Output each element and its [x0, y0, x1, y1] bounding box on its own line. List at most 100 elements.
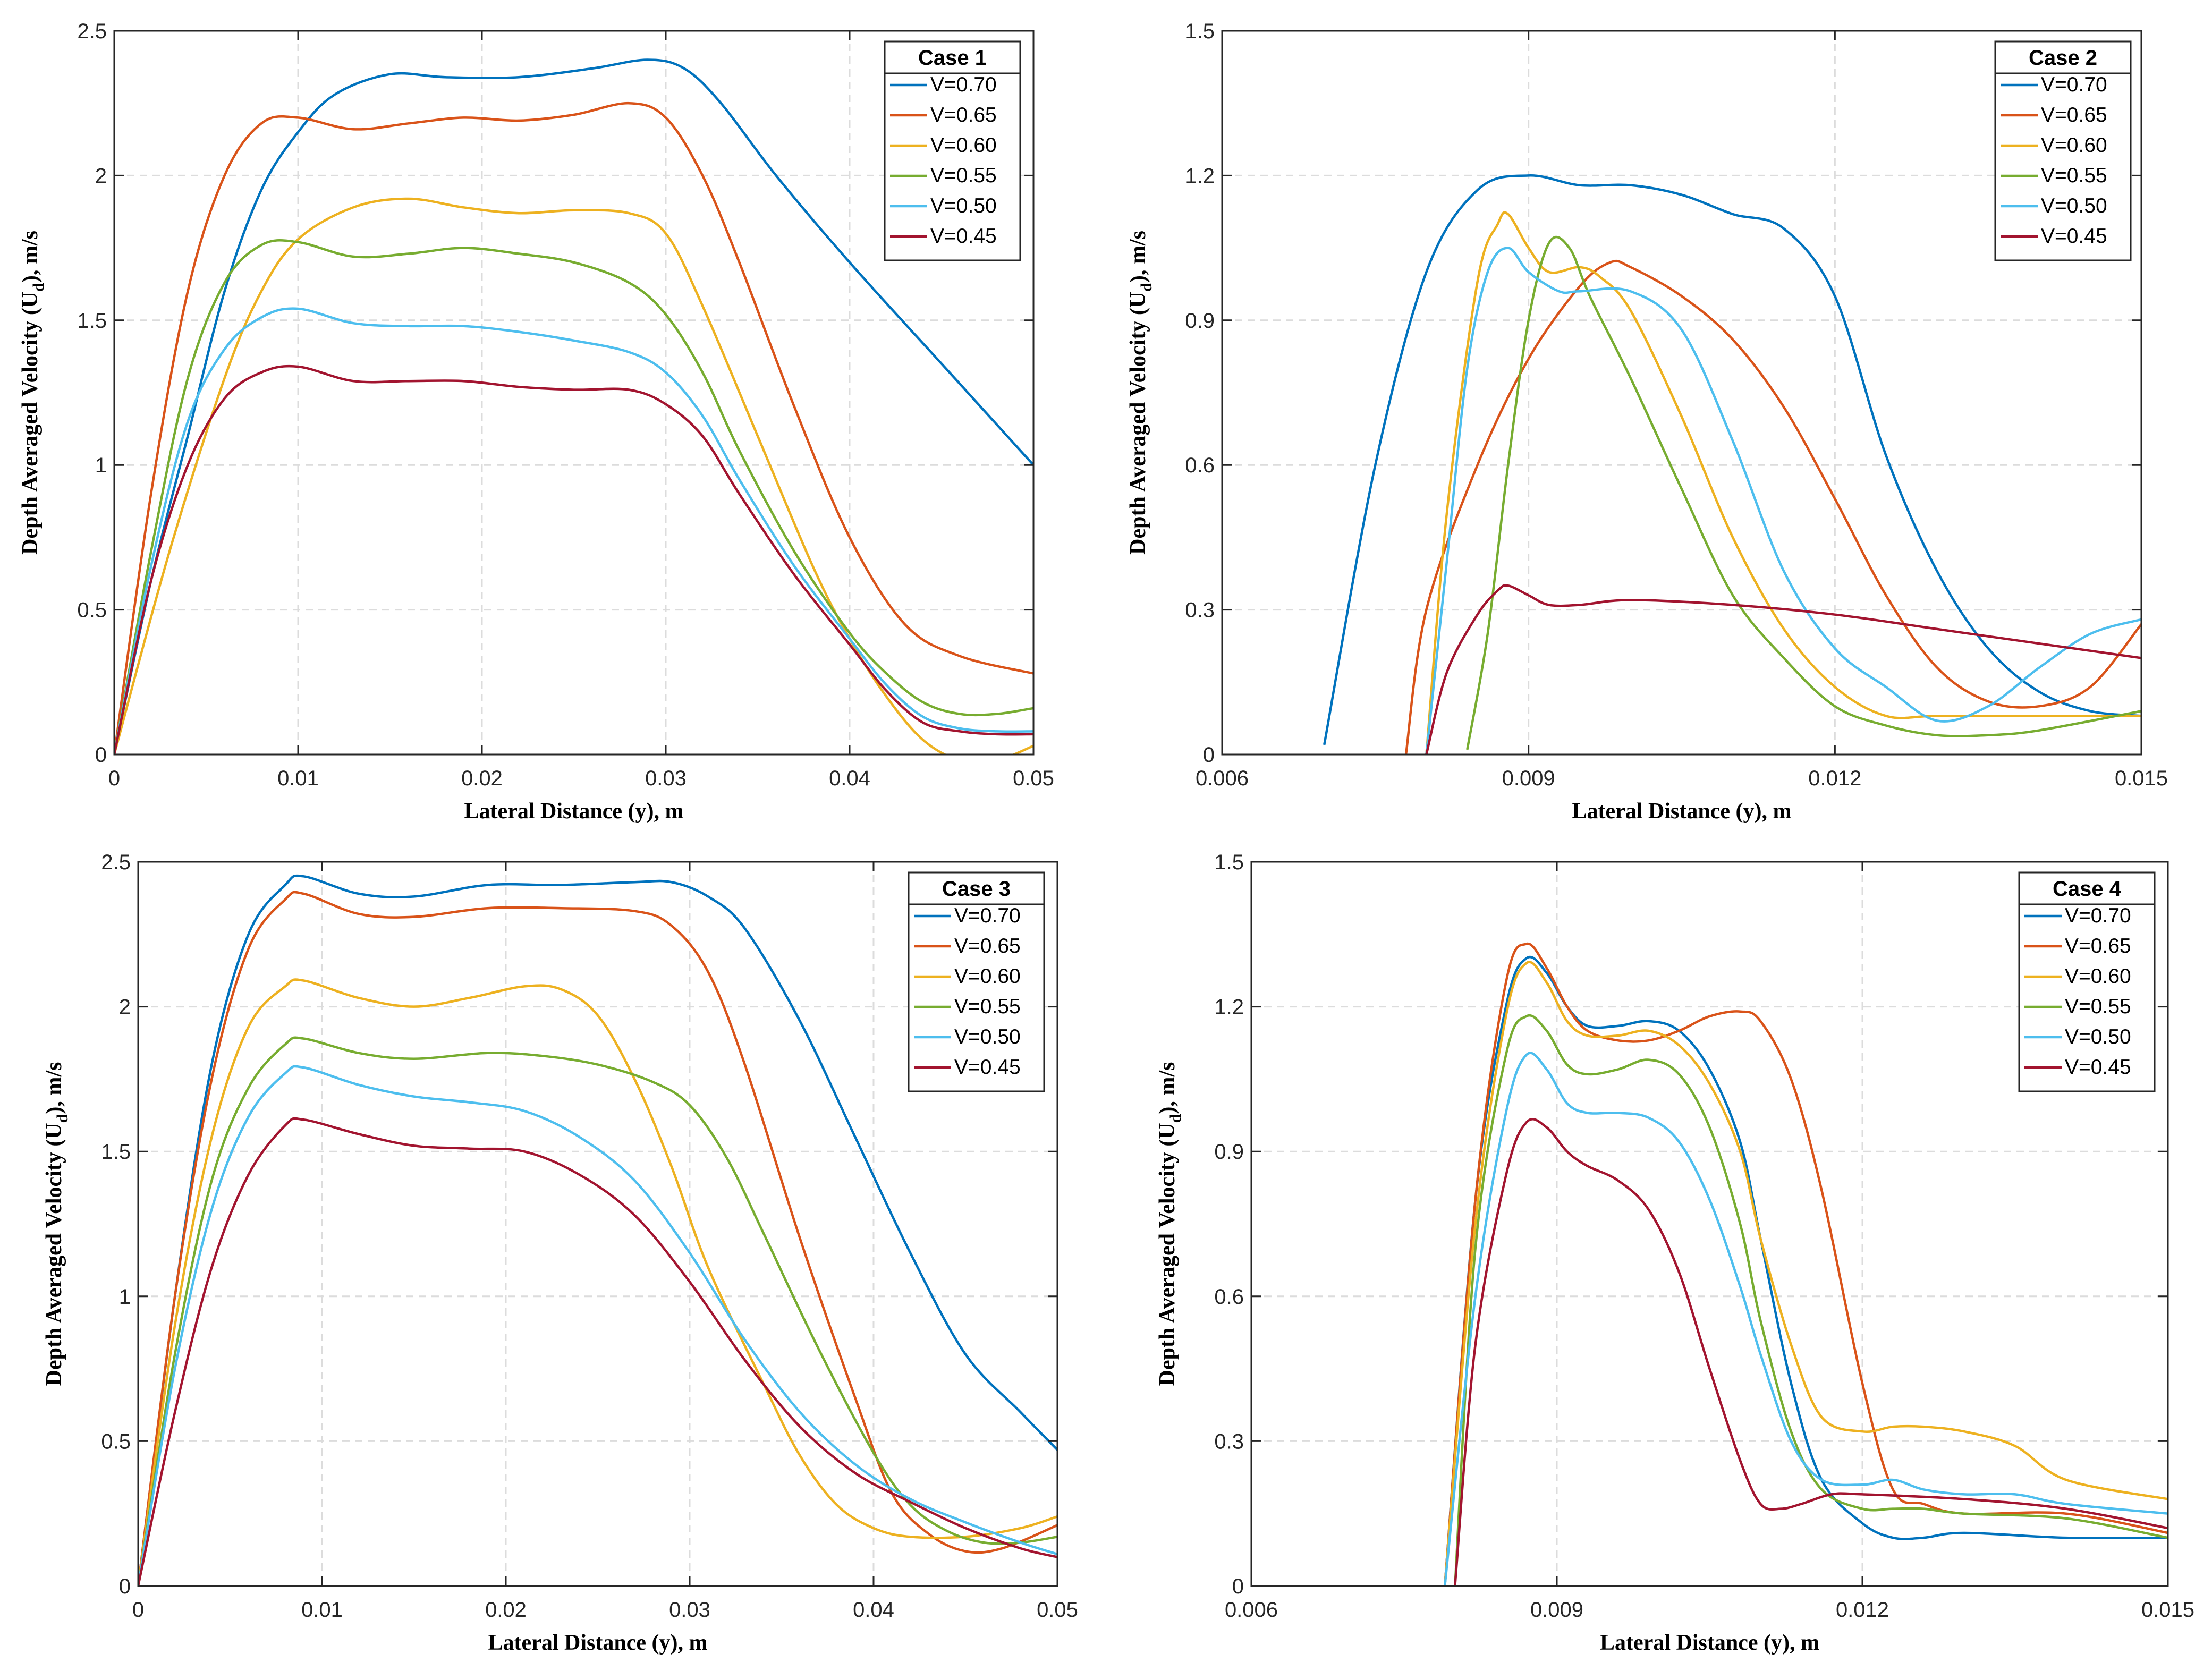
legend-entry: V=0.65: [930, 104, 997, 126]
series-line-3: [114, 197, 1033, 754]
legend-entry: V=0.70: [2041, 73, 2107, 96]
series-line-6: [1425, 584, 2141, 754]
y-axis-label-main: Depth Averaged Velocity (U: [42, 1123, 66, 1386]
y-axis-label-subscript: d: [54, 1114, 71, 1123]
plot-area: [114, 31, 1033, 754]
series-line-2: [1404, 259, 2141, 754]
series-line-5: [1425, 247, 2141, 754]
y-tick-label: 1.2: [1214, 996, 1244, 1019]
legend-entry: V=0.60: [930, 134, 997, 157]
series-group: [1323, 174, 2141, 754]
legend-entry: V=0.55: [2065, 995, 2131, 1018]
y-tick-label: 0.9: [1214, 1140, 1244, 1164]
legend: Case 2 V=0.70 V=0.65 V=0.60 V=0.55 V=0.50 V=0.…: [1994, 40, 2132, 261]
series-line-1: [1443, 955, 2168, 1586]
legend-entry: V=0.65: [954, 935, 1021, 957]
x-tick-label: 0.01: [277, 767, 319, 790]
legend-entry: V=0.60: [2065, 965, 2131, 988]
x-tick-label: 0.01: [301, 1598, 343, 1622]
legend: Case 4 V=0.70 V=0.65 V=0.60 V=0.55 V=0.50 V=0.…: [2018, 871, 2156, 1092]
legend-box: [2018, 871, 2156, 1092]
x-tick-label: 0.02: [485, 1598, 527, 1622]
x-tick-label: 0.05: [1037, 1598, 1078, 1622]
y-axis-label: Depth Averaged Velocity (Ud), m/s: [1126, 231, 1155, 555]
y-tick-label: 1.5: [77, 309, 107, 333]
y-tick-label: 0.9: [1185, 309, 1215, 333]
y-tick-label: 2: [119, 996, 131, 1019]
series-line-2: [114, 101, 1033, 754]
series-line-4: [1454, 1014, 2168, 1586]
y-axis-label: Depth Averaged Velocity (Ud), m/s: [1155, 1062, 1184, 1386]
y-axis-label-subscript: d: [30, 283, 47, 292]
legend-title: Case 4: [2053, 877, 2122, 901]
y-tick-label: 0: [95, 743, 107, 767]
legend-entry: V=0.65: [2065, 935, 2131, 957]
legend-entry: V=0.60: [2041, 134, 2107, 157]
y-tick-label: 1: [95, 454, 107, 477]
axes-box: [1250, 861, 2169, 1587]
x-tick-label: 0.015: [2115, 767, 2168, 790]
series-line-6: [138, 1117, 1057, 1586]
series-line-3: [138, 978, 1057, 1586]
plot-area: [1251, 862, 2168, 1586]
x-tick-label: 0.012: [1808, 767, 1861, 790]
y-axis-label: Depth Averaged Velocity (Ud), m/s: [42, 1062, 71, 1386]
x-tick-label: 0.05: [1013, 767, 1054, 790]
legend-entry: V=0.55: [954, 995, 1021, 1018]
legend-entry: V=0.60: [954, 965, 1021, 988]
y-axis-label-main: Depth Averaged Velocity (U: [1126, 292, 1150, 555]
legend-entry: V=0.70: [954, 904, 1021, 927]
legend-entry: V=0.45: [2065, 1056, 2131, 1079]
legend-entry: V=0.70: [930, 73, 997, 96]
x-tick-label: 0.03: [645, 767, 687, 790]
y-tick-label: 0: [1232, 1575, 1244, 1598]
y-tick-label: 1.5: [1214, 851, 1244, 874]
y-tick-label: 0: [119, 1575, 131, 1598]
x-axis-label: Lateral Distance (y), m: [464, 799, 684, 824]
series-line-1: [114, 58, 1033, 754]
legend-entry: V=0.70: [2065, 904, 2131, 927]
legend-entry: V=0.55: [2041, 164, 2107, 187]
x-tick-label: 0.04: [853, 1598, 894, 1622]
y-tick-label: 2.5: [101, 851, 131, 874]
y-axis-label-unit: ), m/s: [18, 231, 43, 283]
series-group: [138, 874, 1057, 1586]
y-axis-label-main: Depth Averaged Velocity (U: [1155, 1123, 1180, 1386]
axes-box: [137, 861, 1058, 1587]
x-tick-label: 0.02: [461, 767, 503, 790]
series-line-4: [1466, 235, 2141, 750]
y-tick-label: 0.6: [1214, 1285, 1244, 1309]
legend-box: [884, 40, 1021, 261]
y-tick-label: 1.2: [1185, 164, 1215, 188]
legend-entry: V=0.50: [2041, 194, 2107, 217]
y-tick-label: 1.5: [1185, 20, 1215, 43]
x-tick-label: 0: [108, 767, 120, 790]
y-axis-label-subscript: d: [1138, 283, 1155, 292]
x-tick-label: 0.009: [1502, 767, 1555, 790]
legend-box: [1994, 40, 2132, 261]
legend-title: Case 1: [918, 46, 987, 70]
legend-entry: V=0.45: [2041, 225, 2107, 248]
series-group: [114, 58, 1033, 754]
legend-entry: V=0.50: [930, 194, 997, 217]
series-line-1: [138, 874, 1057, 1586]
legend-entry: V=0.50: [954, 1025, 1021, 1048]
legend-entry: V=0.45: [930, 225, 997, 248]
y-tick-label: 0.3: [1185, 599, 1215, 622]
y-tick-label: 0.6: [1185, 454, 1215, 477]
legend-title: Case 2: [2029, 46, 2097, 70]
x-tick-label: 0.006: [1196, 767, 1249, 790]
series-line-5: [138, 1065, 1057, 1586]
x-tick-label: 0.012: [1836, 1598, 1889, 1622]
chart-panel-3: 0 0.01 0.02 0.03 0.04 0.05 0 0.5 1 1.5 2 2.5 Lateral…: [42, 851, 1078, 1655]
legend-entry: V=0.55: [930, 164, 997, 187]
x-axis-label: Lateral Distance (y), m: [488, 1631, 708, 1655]
x-tick-label: 0.04: [829, 767, 870, 790]
series-line-2: [1443, 942, 2168, 1586]
x-tick-label: 0: [132, 1598, 144, 1622]
y-tick-label: 0.3: [1214, 1430, 1244, 1453]
series-line-4: [114, 239, 1033, 754]
x-tick-label: 0.009: [1530, 1598, 1583, 1622]
x-axis-label: Lateral Distance (y), m: [1600, 1631, 1819, 1655]
